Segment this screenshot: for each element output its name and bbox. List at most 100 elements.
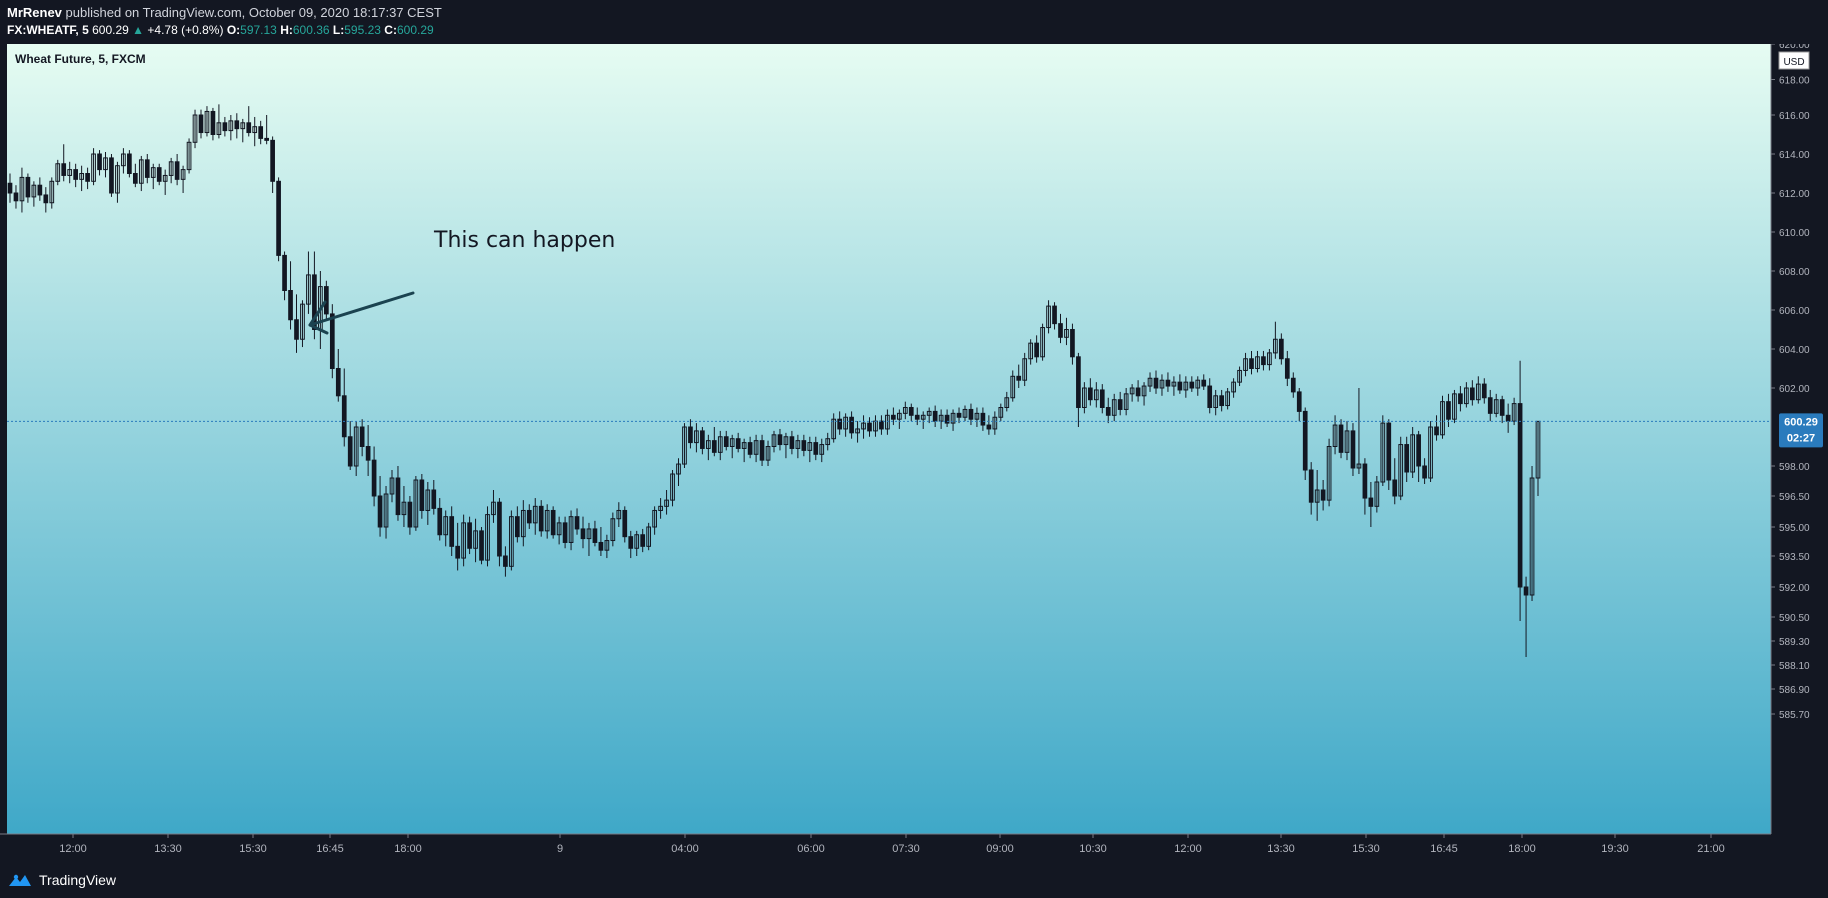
time-tick-label: 06:00	[797, 843, 825, 855]
candle-body	[49, 180, 55, 204]
annotation-arrow[interactable]	[308, 291, 415, 335]
annotation-text[interactable]: This can happen	[433, 228, 615, 253]
candle-body	[753, 440, 759, 455]
candle-body	[216, 122, 222, 136]
candle-body	[741, 442, 747, 449]
candle-body	[1362, 463, 1368, 499]
candle	[67, 161, 73, 184]
price-tick-label: 598.00	[1779, 462, 1810, 473]
candle	[729, 434, 735, 459]
candle-body	[1159, 379, 1165, 389]
candle	[908, 403, 914, 422]
candle-body	[956, 412, 962, 418]
candle	[556, 516, 562, 545]
candle-body	[711, 440, 717, 453]
candle-body	[616, 509, 622, 520]
candle	[1022, 352, 1028, 387]
candle-body	[944, 414, 950, 424]
candle	[902, 401, 908, 420]
candle	[676, 458, 681, 486]
candle	[1177, 374, 1183, 394]
candle	[1052, 302, 1057, 330]
candle-body	[1475, 383, 1481, 401]
candle-body	[353, 426, 359, 467]
publish-info: MrRenev published on TradingView.com, Oc…	[7, 5, 442, 20]
candle	[664, 490, 669, 515]
price-axis-background[interactable]	[1771, 44, 1828, 861]
candle	[156, 163, 162, 186]
time-axis-background[interactable]	[0, 834, 1771, 861]
candle-body	[1422, 465, 1427, 479]
candle-body	[306, 274, 311, 305]
chart-area[interactable]: Wheat Future, 5, FXCM 620.00 618.00 616.00…	[0, 40, 1828, 866]
candle-body	[1129, 387, 1135, 395]
price-axis[interactable]: 620.00 618.00 616.00 614.00 612.00 610.00 608.…	[1770, 40, 1810, 834]
time-tick-label: 18:00	[394, 843, 422, 855]
candle	[73, 163, 79, 188]
candle-body	[371, 459, 377, 497]
candle	[455, 522, 461, 571]
author-name[interactable]: MrRenev	[7, 5, 62, 20]
candle	[180, 165, 186, 193]
candle-body	[180, 169, 186, 180]
candle	[514, 506, 520, 543]
candle	[258, 120, 264, 145]
candle-body	[31, 184, 37, 198]
candle	[1338, 419, 1344, 459]
candle-body	[1368, 497, 1374, 507]
candle	[1141, 382, 1147, 406]
candle-body	[1099, 389, 1105, 409]
candle-body	[1398, 444, 1404, 497]
candle-body	[1296, 391, 1302, 412]
candle-body	[1034, 342, 1039, 358]
candle	[711, 427, 717, 457]
candle	[1422, 458, 1427, 484]
candle-body	[234, 120, 240, 130]
candle	[341, 368, 347, 447]
candle	[479, 527, 484, 565]
candle	[347, 421, 353, 470]
candle	[1434, 415, 1439, 441]
candle-body	[640, 534, 646, 547]
candle-body	[962, 408, 968, 418]
candle-body	[264, 137, 270, 141]
candle-body	[1064, 329, 1069, 338]
candle	[885, 409, 890, 435]
candle	[962, 405, 968, 422]
candle-body	[383, 493, 389, 528]
candle	[1458, 386, 1463, 412]
candle-body	[1278, 338, 1284, 360]
candle	[891, 407, 896, 426]
candle	[1046, 300, 1051, 334]
candle-body	[365, 446, 371, 461]
candle-body	[115, 165, 120, 194]
candle	[1123, 388, 1129, 416]
candle	[1064, 317, 1069, 346]
candlestick-chart[interactable]: Wheat Future, 5, FXCM 620.00 618.00 616.00…	[0, 40, 1828, 861]
candle	[1350, 423, 1356, 476]
candle-body	[150, 167, 156, 178]
candle-body	[879, 420, 884, 430]
candle	[968, 403, 974, 426]
candle-body	[938, 414, 944, 422]
candle-body	[389, 477, 395, 495]
candle	[461, 514, 466, 567]
candle-body	[795, 440, 801, 449]
time-axis[interactable]: 12:00 13:30 15:30 16:45 18:00 9 04:00 06:00 07:3…	[0, 833, 1771, 855]
candle-body	[694, 430, 699, 444]
candle-body	[1446, 401, 1451, 420]
candle	[144, 154, 150, 184]
candle	[365, 425, 371, 476]
time-tick-label: 16:45	[316, 843, 344, 855]
candle-body	[1380, 422, 1386, 483]
candle-body	[1189, 381, 1195, 389]
candle	[1147, 372, 1153, 392]
candle	[992, 411, 998, 435]
close-label: C:	[384, 23, 397, 37]
candle	[1093, 382, 1099, 408]
candle	[97, 150, 102, 176]
candle-body	[705, 440, 711, 449]
currency-box[interactable]	[1778, 51, 1810, 70]
tradingview-logo[interactable]: TradingView	[7, 870, 116, 890]
candle-body	[932, 410, 938, 422]
